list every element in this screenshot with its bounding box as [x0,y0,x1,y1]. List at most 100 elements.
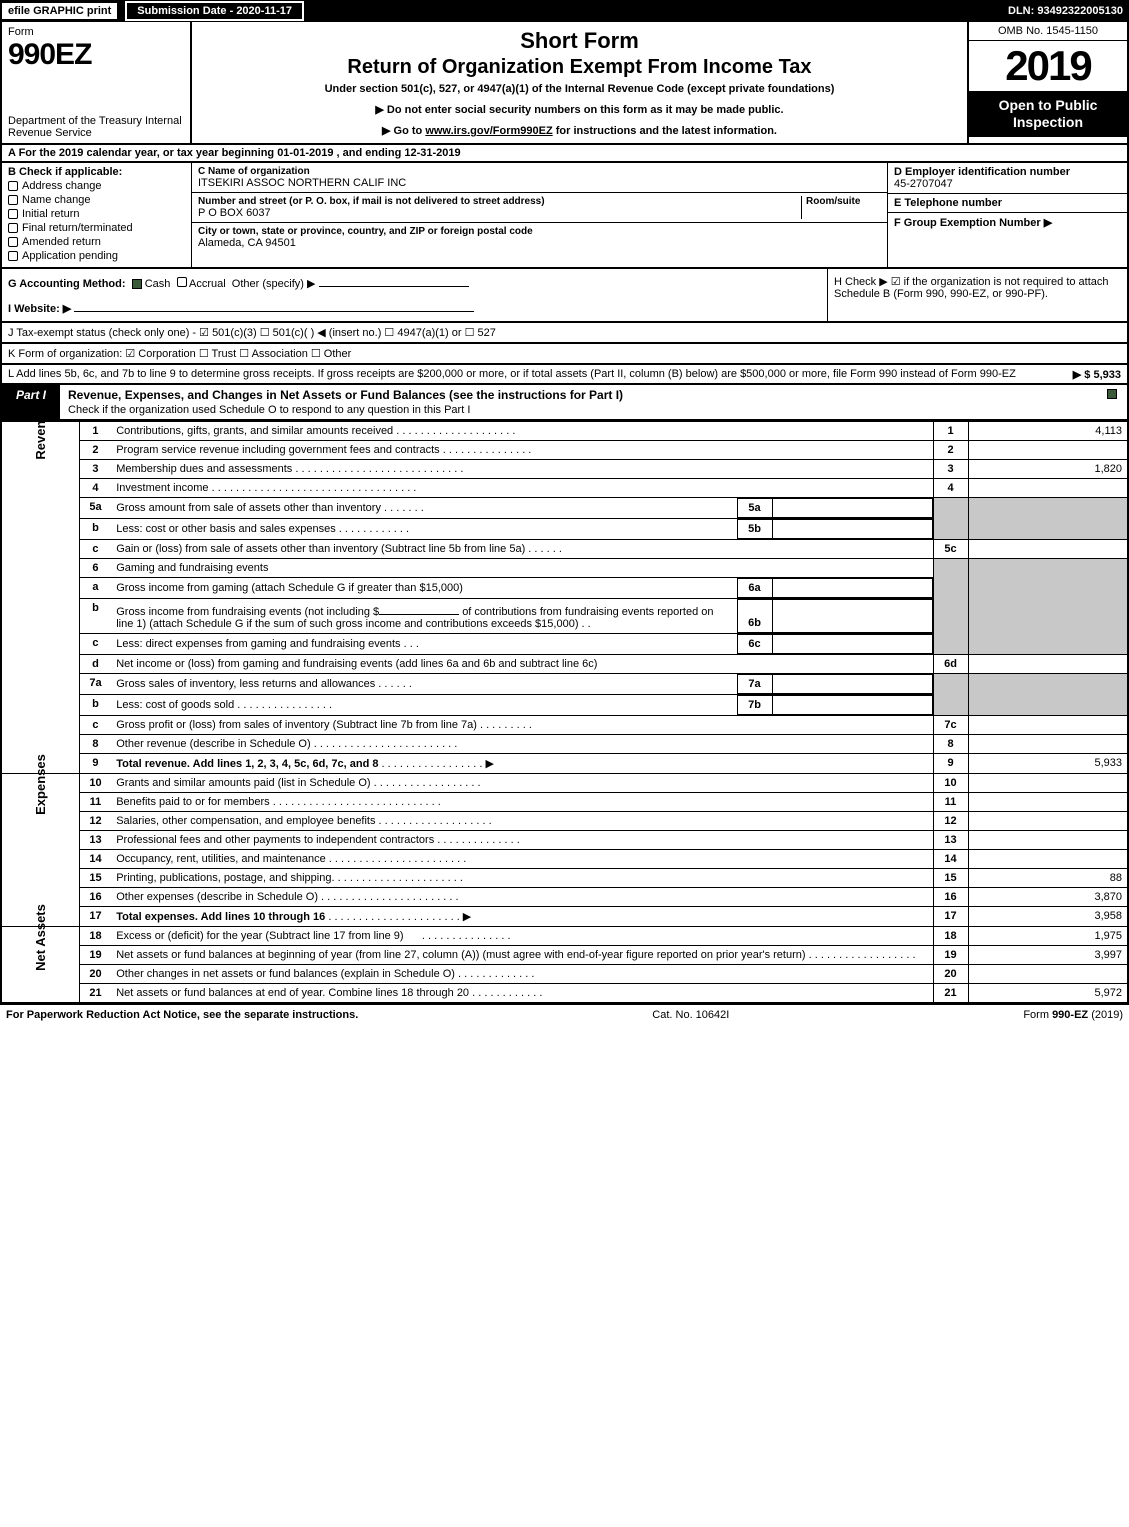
part1-title-text: Revenue, Expenses, and Changes in Net As… [68,388,623,402]
line-8-val [968,735,1128,754]
ein-value: 45-2707047 [894,178,1121,190]
city-value: Alameda, CA 94501 [198,237,881,249]
group-exemption-label: F Group Exemption Number ▶ [894,216,1121,229]
form-lines-table: Revenue 1 Contributions, gifts, grants, … [0,421,1129,1004]
footer-cat-no: Cat. No. 10642I [358,1009,1023,1021]
checkbox-name-change[interactable] [8,195,18,205]
line-3-num: 3 [79,460,111,479]
row-j-tax-exempt: J Tax-exempt status (check only one) - ☑… [0,323,1129,344]
part1-label: Part I [2,385,60,419]
efile-print-button[interactable]: efile GRAPHIC print [0,1,119,21]
label-initial-return: Initial return [22,208,79,220]
line-16-num: 16 [79,888,111,907]
street-label: Number and street (or P. O. box, if mail… [198,196,801,207]
row-ghi: G Accounting Method: Cash Accrual Other … [0,269,1129,323]
line-5a-num: 5a [79,498,111,519]
line-4-col: 4 [933,479,968,498]
line-8-desc: Other revenue (describe in Schedule O) .… [111,735,933,754]
line-7b-mini-num: 7b [737,696,772,715]
line-3-val: 1,820 [968,460,1128,479]
section-a-tax-year: A For the 2019 calendar year, or tax yea… [0,145,1129,163]
checkbox-final-return[interactable] [8,223,18,233]
line-21-num: 21 [79,984,111,1004]
checkbox-address-change[interactable] [8,181,18,191]
row-l-gross-receipts: L Add lines 5b, 6c, and 7b to line 9 to … [0,365,1129,385]
line-1-num: 1 [79,422,111,441]
line-6a-mini-num: 6a [737,579,772,598]
line-7b-num: b [79,695,111,716]
line-5c-num: c [79,540,111,559]
other-specify-field[interactable] [319,275,469,287]
line-11-num: 11 [79,793,111,812]
line-13-desc: Professional fees and other payments to … [111,831,933,850]
line-6b-amount-field[interactable] [379,603,459,615]
line-10-desc: Grants and similar amounts paid (list in… [111,774,933,793]
checkbox-accrual[interactable] [177,277,187,287]
checkbox-application-pending[interactable] [8,251,18,261]
line-8-col: 8 [933,735,968,754]
footer-paperwork-notice: For Paperwork Reduction Act Notice, see … [6,1009,358,1021]
footer-form-ref: Form 990-EZ (2019) [1023,1009,1123,1021]
line-18-num: 18 [79,927,111,946]
line-9-col: 9 [933,754,968,774]
line-7ab-grey [933,674,968,716]
line-6c-mini-val [772,635,932,654]
department-label: Department of the Treasury Internal Reve… [8,115,184,139]
line-3-desc: Membership dues and assessments . . . . … [111,460,933,479]
label-cash: Cash [145,278,171,290]
header-center: Short Form Return of Organization Exempt… [192,22,967,143]
line-6-grey [933,559,968,655]
part1-schedule-o-checkbox[interactable] [1107,389,1117,399]
short-form-title: Short Form [202,28,957,54]
line-1-col: 1 [933,422,968,441]
line-15-val: 88 [968,869,1128,888]
info-grid: B Check if applicable: Address change Na… [0,163,1129,269]
line-5c-col: 5c [933,540,968,559]
col-c-org-info: C Name of organization ITSEKIRI ASSOC NO… [192,163,887,267]
line-5ab-grey-val [968,498,1128,540]
line-5b-mini-num: 5b [737,520,772,539]
irs-link[interactable]: www.irs.gov/Form990EZ [425,125,552,137]
col-b-checkboxes: B Check if applicable: Address change Na… [2,163,192,267]
line-19-num: 19 [79,946,111,965]
line-2-desc: Program service revenue including govern… [111,441,933,460]
line-14-desc: Occupancy, rent, utilities, and maintena… [111,850,933,869]
website-field[interactable] [74,300,474,312]
checkbox-amended-return[interactable] [8,237,18,247]
checkbox-cash[interactable] [132,279,142,289]
line-18-col: 18 [933,927,968,946]
line-12-col: 12 [933,812,968,831]
line-14-num: 14 [79,850,111,869]
line-9-desc: Total revenue. Add lines 1, 2, 3, 4, 5c,… [111,754,933,774]
line-14-col: 14 [933,850,968,869]
line-16-col: 16 [933,888,968,907]
part1-title: Revenue, Expenses, and Changes in Net As… [60,385,1097,419]
goto-suffix: for instructions and the latest informat… [553,125,777,137]
line-19-col: 19 [933,946,968,965]
dln-label: DLN: 93492322005130 [1008,5,1129,17]
ghi-right: H Check ▶ ☑ if the organization is not r… [827,269,1127,321]
revenue-side-label: Revenue [1,422,79,774]
line-21-desc: Net assets or fund balances at end of ye… [111,984,933,1004]
row-l-amount: ▶ $ 5,933 [1073,368,1121,381]
line-10-col: 10 [933,774,968,793]
line-5c-val [968,540,1128,559]
line-6a-num: a [79,578,111,599]
line-1-desc: Contributions, gifts, grants, and simila… [111,422,933,441]
line-6b-num: b [79,599,111,634]
line-6b-desc: Gross income from fundraising events (no… [111,599,933,634]
line-5a-desc: Gross amount from sale of assets other t… [111,498,933,519]
label-amended-return: Amended return [22,236,101,248]
checkbox-initial-return[interactable] [8,209,18,219]
line-6d-num: d [79,655,111,674]
line-10-val [968,774,1128,793]
line-2-num: 2 [79,441,111,460]
label-other: Other (specify) ▶ [232,278,316,290]
line-6c-mini-num: 6c [737,635,772,654]
line-11-val [968,793,1128,812]
col-b-label: B Check if applicable: [8,166,185,178]
line-9-val: 5,933 [968,754,1128,774]
line-21-val: 5,972 [968,984,1128,1004]
line-6d-desc: Net income or (loss) from gaming and fun… [111,655,933,674]
label-name-change: Name change [22,194,91,206]
